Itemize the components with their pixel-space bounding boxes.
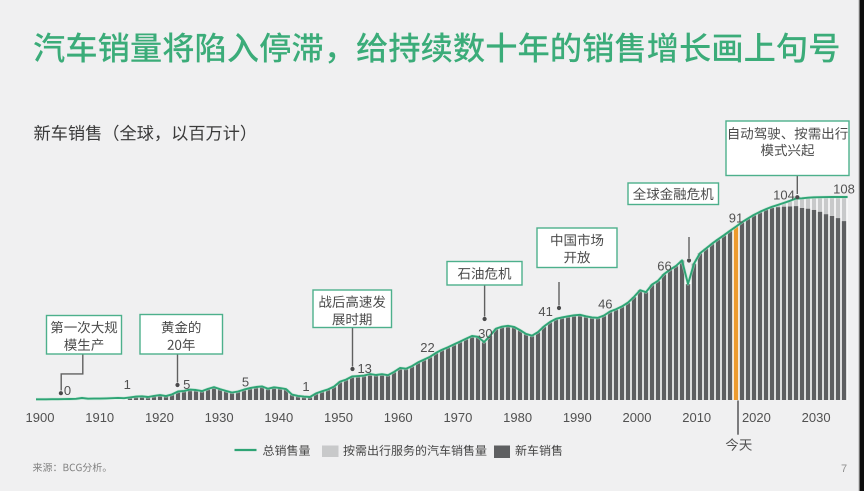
svg-text:1: 1	[302, 379, 309, 394]
svg-text:13: 13	[357, 361, 371, 376]
svg-text:1970: 1970	[443, 410, 472, 425]
svg-text:91: 91	[729, 211, 743, 226]
svg-text:66: 66	[657, 259, 671, 274]
svg-text:5: 5	[183, 377, 190, 392]
svg-text:2000: 2000	[623, 410, 652, 425]
svg-text:1920: 1920	[145, 410, 174, 425]
svg-text:22: 22	[420, 340, 434, 355]
svg-text:1930: 1930	[205, 410, 234, 425]
svg-text:1: 1	[124, 377, 131, 392]
svg-text:1910: 1910	[85, 410, 114, 425]
svg-text:1980: 1980	[503, 410, 532, 425]
svg-text:1960: 1960	[384, 410, 413, 425]
svg-text:2010: 2010	[682, 410, 711, 425]
svg-text:1940: 1940	[264, 410, 293, 425]
svg-text:1990: 1990	[563, 410, 592, 425]
svg-text:46: 46	[598, 297, 612, 312]
svg-text:7: 7	[841, 463, 847, 475]
svg-text:30: 30	[478, 326, 492, 341]
svg-text:1950: 1950	[324, 410, 353, 425]
svg-text:0: 0	[64, 383, 71, 398]
svg-text:1900: 1900	[26, 410, 55, 425]
svg-text:108: 108	[833, 182, 855, 197]
svg-text:2030: 2030	[802, 410, 831, 425]
svg-text:41: 41	[538, 304, 552, 319]
svg-text:104: 104	[773, 187, 795, 202]
svg-text:5: 5	[242, 375, 249, 390]
svg-text:2020: 2020	[742, 410, 771, 425]
